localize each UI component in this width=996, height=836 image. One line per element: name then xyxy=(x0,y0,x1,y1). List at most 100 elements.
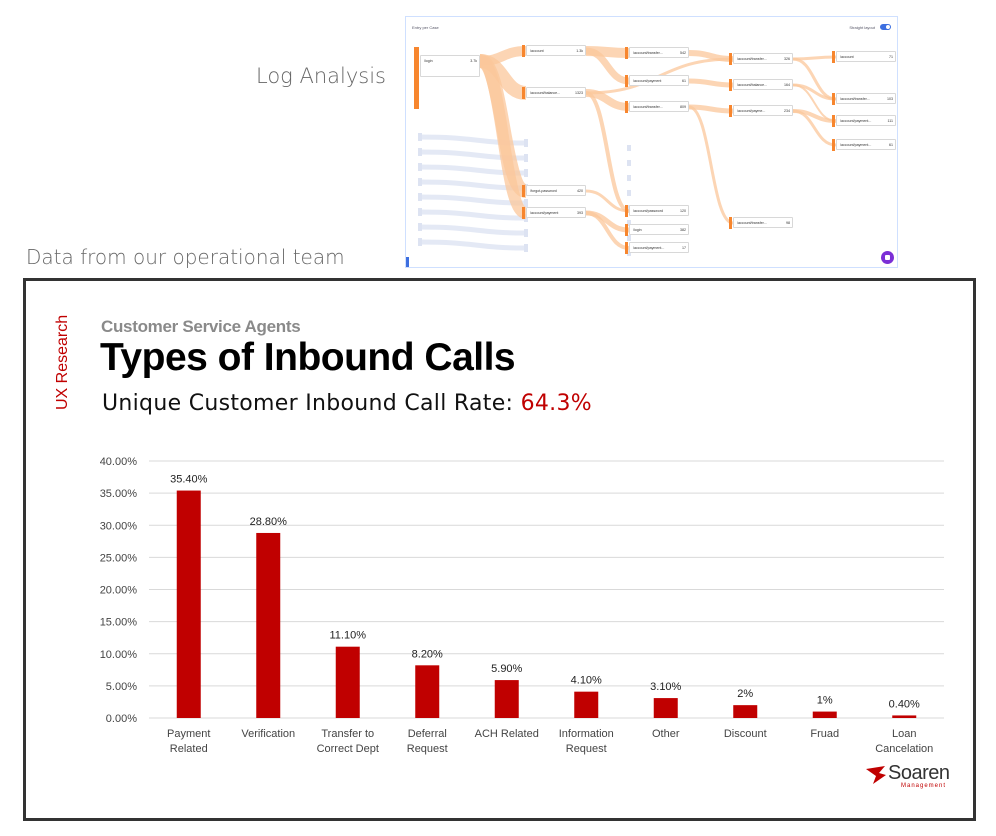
sankey-node[interactable]: /account 71 xyxy=(836,51,896,62)
bar xyxy=(812,711,837,718)
sankey-node-value: 542 xyxy=(680,51,686,55)
sankey-node[interactable]: /account 1.3k xyxy=(526,45,586,56)
straight-layout-toggle[interactable] xyxy=(880,24,891,30)
sankey-node-label: /account/payment... xyxy=(840,143,872,147)
sankey-node-value: 120 xyxy=(680,209,686,213)
category-label: Verification xyxy=(241,728,295,740)
bar xyxy=(176,490,201,718)
node-bar xyxy=(625,101,628,113)
faint-node-bar xyxy=(418,148,422,156)
node-bar xyxy=(832,139,835,151)
logo-subtitle: Management xyxy=(901,783,947,789)
sankey-header-left: Entry per Case xyxy=(412,25,439,30)
node-bar xyxy=(625,75,628,87)
sankey-node-value: 809 xyxy=(680,105,686,109)
node-bar xyxy=(729,105,732,117)
sankey-node[interactable]: /account/balance... 164 xyxy=(733,79,793,90)
sankey-node[interactable]: /account/payment 61 xyxy=(629,75,689,86)
sankey-link xyxy=(477,55,529,219)
sankey-node[interactable]: /account/transfer... 103 xyxy=(836,93,896,104)
soaren-logo: Soaren Management xyxy=(865,762,950,792)
sankey-node-value: 420 xyxy=(577,189,583,193)
faint-flow xyxy=(419,209,527,221)
faint-node-bar xyxy=(627,175,631,181)
sankey-link xyxy=(688,50,734,62)
soaren-bird-icon xyxy=(866,766,886,784)
sankey-node-value: 1.3k xyxy=(576,49,583,53)
sankey-node[interactable]: /account/transfer... 98 xyxy=(733,217,793,228)
faint-node-bar xyxy=(524,154,528,162)
sankey-node-label: /account/transfer... xyxy=(737,221,767,225)
chart-title: Types of Inbound Calls xyxy=(100,336,516,379)
sankey-node-label: /account/password xyxy=(633,209,663,213)
sankey-link xyxy=(792,109,837,147)
node-bar xyxy=(729,79,732,91)
sankey-node-label: /forgot-password xyxy=(530,189,557,193)
y-tick-label: 0.00% xyxy=(106,713,137,725)
sankey-node[interactable]: /account/payment... 17 xyxy=(629,242,689,253)
sankey-node-value: 382 xyxy=(680,228,686,232)
data-label: 35.40% xyxy=(170,474,208,486)
sankey-node-label: /account/payment xyxy=(530,211,559,215)
node-bar xyxy=(522,87,525,99)
bar xyxy=(494,680,519,718)
data-label: 2% xyxy=(737,688,753,700)
faint-node-bar xyxy=(418,163,422,171)
faint-node-bar xyxy=(418,208,422,216)
sankey-link xyxy=(688,104,734,114)
sankey-node[interactable]: /login 3.7k xyxy=(420,55,480,77)
node-bar xyxy=(625,224,628,236)
data-label: 8.20% xyxy=(412,648,443,660)
sankey-node-label: /account/payme... xyxy=(737,109,766,113)
category-label: Correct Dept xyxy=(317,743,379,755)
node-bar xyxy=(625,205,628,217)
bar xyxy=(415,665,440,718)
sankey-node-label: /account xyxy=(530,49,544,53)
faint-flow xyxy=(419,224,527,236)
sankey-node-value: 1323 xyxy=(575,91,583,95)
category-label: ACH Related xyxy=(475,728,539,740)
sankey-node-label: /login xyxy=(424,59,433,63)
sankey-node[interactable]: /account/payme... 234 xyxy=(733,105,793,116)
sankey-node-label: /account/transfer... xyxy=(633,51,663,55)
bar xyxy=(256,532,281,718)
sankey-node[interactable]: /account/transfer... 326 xyxy=(733,53,793,64)
ops-team-label: Data from our operational team xyxy=(26,245,345,269)
y-tick-label: 40.00% xyxy=(100,456,138,468)
sankey-node[interactable]: /account/balance... 1323 xyxy=(526,87,586,98)
sankey-node-value: 234 xyxy=(784,109,790,113)
sankey-node[interactable]: /account/transfer... 542 xyxy=(629,47,689,58)
faint-node-bar xyxy=(418,133,422,141)
faint-node-bar xyxy=(627,250,631,256)
faint-node-bar xyxy=(627,220,631,226)
sankey-node-label: /login xyxy=(633,228,642,232)
sankey-node[interactable]: /login 382 xyxy=(629,224,689,235)
sankey-node-value: 111 xyxy=(887,119,893,123)
sankey-node[interactable]: /account/transfer... 809 xyxy=(629,101,689,112)
category-label: Request xyxy=(566,743,607,755)
data-label: 11.10% xyxy=(330,630,367,642)
sankey-link xyxy=(585,189,630,213)
call-rate-value: 64.3% xyxy=(520,391,592,416)
chat-icon[interactable] xyxy=(881,251,894,264)
call-rate-line: Unique Customer Inbound Call Rate: 64.3% xyxy=(102,391,592,416)
sankey-node-label: /account/payment... xyxy=(840,119,872,123)
category-label: Related xyxy=(170,743,208,755)
node-bar xyxy=(625,242,628,254)
sankey-node[interactable]: /account/payment... 61 xyxy=(836,139,896,150)
sankey-node[interactable]: /account/payment 393 xyxy=(526,207,586,218)
y-tick-label: 30.00% xyxy=(100,520,138,532)
faint-node-bar xyxy=(524,199,528,207)
node-bar xyxy=(522,45,525,57)
sankey-link xyxy=(585,211,630,250)
sankey-node[interactable]: /account/password 120 xyxy=(629,205,689,216)
sankey-link xyxy=(585,47,630,85)
faint-node-bar xyxy=(524,229,528,237)
sankey-link xyxy=(688,78,734,88)
sankey-node-value: 98 xyxy=(786,221,790,225)
sankey-node[interactable]: /account/payment... 111 xyxy=(836,115,896,126)
sankey-node-value: 61 xyxy=(889,143,893,147)
sankey-node[interactable]: /forgot-password 420 xyxy=(526,185,586,196)
scrollbar[interactable] xyxy=(406,257,409,267)
node-bar xyxy=(625,47,628,59)
